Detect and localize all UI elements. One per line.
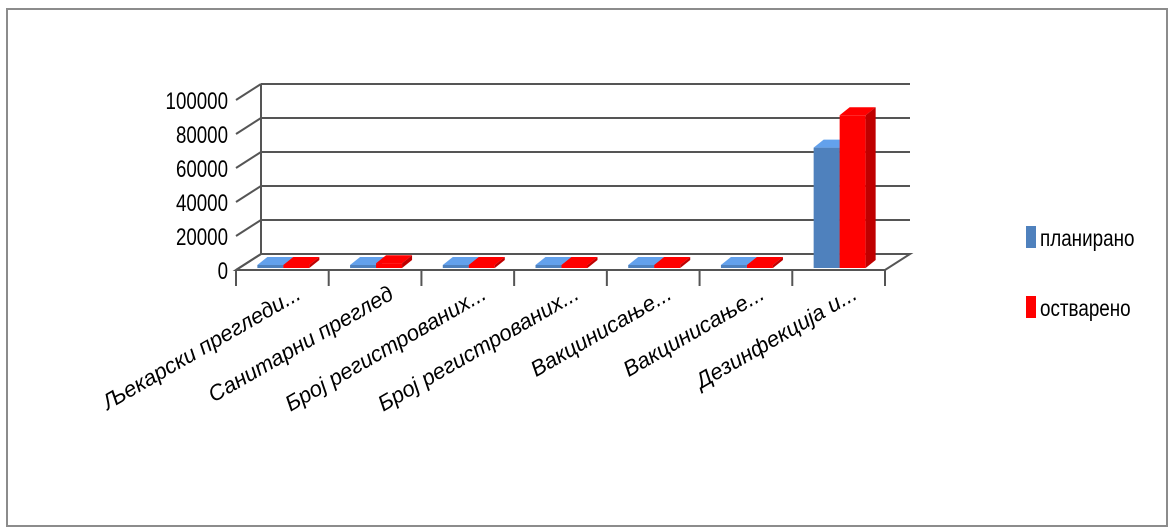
y-tick-label: 80000	[176, 122, 228, 149]
legend-swatch	[1026, 296, 1036, 318]
bar-front	[376, 263, 403, 268]
bar-front	[283, 265, 310, 268]
bar-top	[839, 107, 876, 116]
legend-label: остварено	[1040, 296, 1131, 321]
bar-front	[654, 265, 681, 268]
gridline-side	[235, 83, 262, 101]
bar-side	[587, 257, 598, 268]
y-tick-label: 60000	[176, 156, 228, 183]
bar-front	[535, 265, 562, 268]
y-tick-label: 20000	[176, 224, 228, 251]
bar-top	[257, 257, 294, 265]
bar-side	[865, 107, 876, 268]
bar-front	[839, 115, 866, 268]
legend-swatch	[1026, 226, 1036, 248]
gridline-side	[235, 185, 262, 203]
bar-top	[468, 257, 505, 265]
bar-front	[257, 265, 284, 268]
bar-front	[350, 265, 377, 268]
bar-top	[442, 257, 479, 265]
bar-side	[680, 257, 691, 268]
bar	[839, 107, 876, 268]
bar-side	[309, 257, 320, 268]
gridline-side	[235, 219, 262, 237]
x-category-label: Дезинфекција и...	[688, 281, 861, 395]
gridline-side	[235, 117, 262, 135]
bar	[561, 257, 598, 268]
bar-side	[772, 257, 783, 268]
bar-top	[720, 257, 757, 265]
bar-front	[468, 265, 495, 268]
bar-top	[283, 257, 320, 265]
bar-front	[813, 147, 840, 268]
bar-top	[376, 255, 413, 264]
bar-top	[628, 257, 665, 265]
bar-side	[494, 257, 505, 268]
bar	[746, 257, 783, 268]
bar-top	[654, 257, 691, 265]
bar-top	[746, 257, 783, 265]
bar-front	[720, 265, 747, 268]
bar-top	[535, 257, 572, 265]
y-tick-label: 0	[218, 258, 228, 285]
bar-side	[402, 255, 413, 268]
bar-top	[561, 257, 598, 265]
legend-label: планирано	[1040, 226, 1134, 251]
bar-front	[442, 265, 469, 268]
bar	[468, 257, 505, 268]
bar	[376, 255, 413, 268]
bar-front	[746, 265, 773, 268]
y-tick-label: 40000	[176, 190, 228, 217]
bar-front	[628, 265, 655, 268]
gridline-side	[235, 151, 262, 169]
bar	[283, 257, 320, 268]
bar-front	[561, 265, 588, 268]
bar	[654, 257, 691, 268]
gridline-side	[235, 253, 262, 271]
y-tick-label: 100000	[166, 88, 228, 115]
